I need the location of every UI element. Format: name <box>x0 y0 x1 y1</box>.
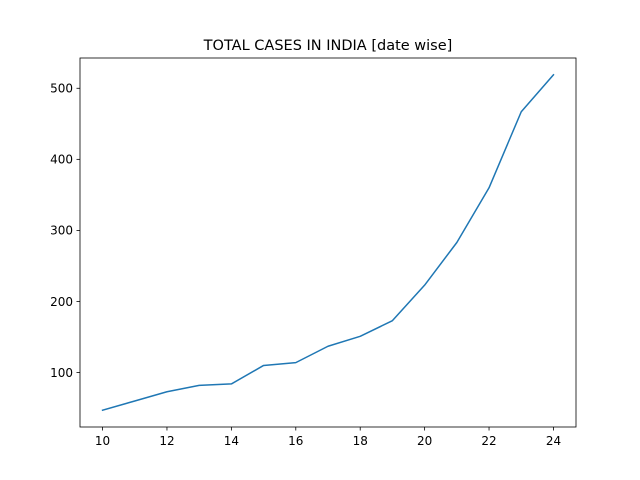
x-tick-label: 22 <box>481 434 496 448</box>
series-line-0 <box>101 73 555 412</box>
y-tick-label: 300 <box>50 224 73 238</box>
y-tick-label: 200 <box>50 295 73 309</box>
x-tick-label: 14 <box>224 434 239 448</box>
chart-title: TOTAL CASES IN INDIA [date wise] <box>203 38 453 54</box>
y-tick-label: 400 <box>50 153 73 167</box>
x-tick-label: 24 <box>546 434 561 448</box>
plot-area: 10 12 14 16 18 20 22 24 100 200 300 400 500 <box>50 57 577 448</box>
x-tick-label: 18 <box>353 434 368 448</box>
y-tick-label: 500 <box>50 82 73 96</box>
x-tick-label: 12 <box>159 434 174 448</box>
x-tick-label: 20 <box>417 434 432 448</box>
axes-frame <box>79 57 577 428</box>
x-tick-label: 16 <box>288 434 303 448</box>
x-tick-label: 10 <box>95 434 110 448</box>
y-tick-label: 100 <box>50 366 73 380</box>
